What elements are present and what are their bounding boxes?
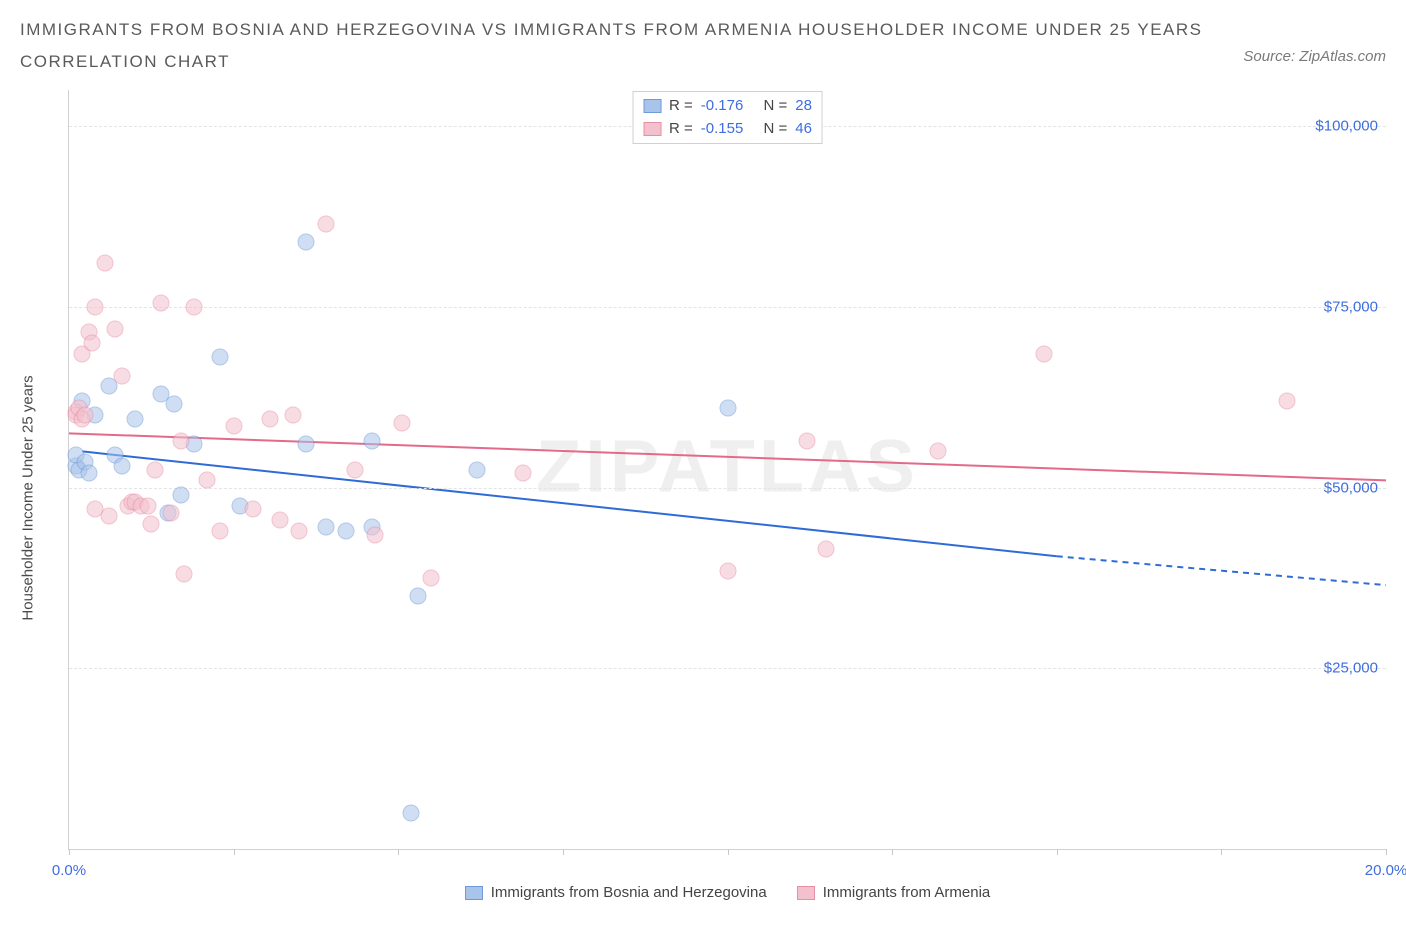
- data-point: [930, 443, 947, 460]
- data-point: [261, 410, 278, 427]
- x-tick: [1386, 849, 1387, 855]
- data-point: [100, 508, 117, 525]
- source-name: ZipAtlas.com: [1299, 48, 1386, 65]
- legend-label-bosnia: Immigrants from Bosnia and Herzegovina: [491, 884, 767, 901]
- data-point: [818, 541, 835, 558]
- legend-item-armenia: Immigrants from Armenia: [797, 884, 991, 901]
- data-point: [410, 588, 427, 605]
- data-point: [84, 335, 101, 352]
- chart-title-line-2: CORRELATION CHART: [20, 46, 1386, 78]
- n-value-armenia: 46: [795, 118, 812, 141]
- legend-label-armenia: Immigrants from Armenia: [823, 884, 991, 901]
- x-tick: [234, 849, 235, 855]
- y-tick-label: $50,000: [1324, 479, 1378, 496]
- data-point: [719, 400, 736, 417]
- data-point: [113, 457, 130, 474]
- data-point: [363, 432, 380, 449]
- source-prefix: Source:: [1243, 48, 1299, 65]
- data-point: [245, 501, 262, 518]
- legend-row: R = -0.155 N = 46: [643, 118, 812, 141]
- data-point: [97, 255, 114, 272]
- data-point: [423, 569, 440, 586]
- data-point: [298, 233, 315, 250]
- chart-container: Householder Income Under 25 years ZIPATL…: [20, 90, 1396, 905]
- data-point: [271, 512, 288, 529]
- data-point: [337, 522, 354, 539]
- x-tick-label: 20.0%: [1365, 862, 1406, 879]
- legend-row: R = -0.176 N = 28: [643, 95, 812, 118]
- chart-title-line-1: IMMIGRANTS FROM BOSNIA AND HERZEGOVINA V…: [20, 14, 1386, 46]
- trend-lines-layer: [69, 90, 1386, 849]
- data-point: [515, 465, 532, 482]
- gridline: [69, 307, 1386, 308]
- gridline: [69, 668, 1386, 669]
- n-label: N =: [764, 95, 788, 118]
- x-tick: [1057, 849, 1058, 855]
- data-point: [113, 367, 130, 384]
- x-tick: [398, 849, 399, 855]
- r-value-armenia: -0.155: [701, 118, 744, 141]
- x-tick: [563, 849, 564, 855]
- data-point: [186, 298, 203, 315]
- data-point: [298, 436, 315, 453]
- watermark: ZIPATLAS: [536, 423, 919, 508]
- data-point: [317, 519, 334, 536]
- data-point: [403, 804, 420, 821]
- legend-swatch-bosnia: [465, 886, 483, 900]
- data-point: [163, 504, 180, 521]
- legend-item-bosnia: Immigrants from Bosnia and Herzegovina: [465, 884, 767, 901]
- data-point: [107, 320, 124, 337]
- n-label: N =: [764, 118, 788, 141]
- data-point: [140, 497, 157, 514]
- data-point: [291, 522, 308, 539]
- data-point: [166, 396, 183, 413]
- data-point: [146, 461, 163, 478]
- data-point: [153, 295, 170, 312]
- data-point: [212, 522, 229, 539]
- r-value-bosnia: -0.176: [701, 95, 744, 118]
- data-point: [798, 432, 815, 449]
- plot-area: ZIPATLAS R = -0.176 N = 28 R = -0.155 N …: [68, 90, 1386, 850]
- data-point: [347, 461, 364, 478]
- data-point: [77, 407, 94, 424]
- data-point: [212, 349, 229, 366]
- data-point: [176, 566, 193, 583]
- legend-swatch-bosnia: [643, 99, 661, 113]
- data-point: [469, 461, 486, 478]
- data-point: [1279, 392, 1296, 409]
- data-point: [1035, 345, 1052, 362]
- data-point: [225, 418, 242, 435]
- x-tick: [69, 849, 70, 855]
- r-label: R =: [669, 95, 693, 118]
- data-point: [172, 486, 189, 503]
- legend-swatch-armenia: [643, 122, 661, 136]
- data-point: [126, 410, 143, 427]
- series-legend: Immigrants from Bosnia and Herzegovina I…: [69, 884, 1386, 901]
- x-tick: [728, 849, 729, 855]
- data-point: [87, 298, 104, 315]
- x-tick: [1221, 849, 1222, 855]
- source-attribution: Source: ZipAtlas.com: [1243, 48, 1386, 65]
- x-tick-label: 0.0%: [52, 862, 86, 879]
- n-value-bosnia: 28: [795, 95, 812, 118]
- data-point: [317, 215, 334, 232]
- data-point: [143, 515, 160, 532]
- x-tick: [892, 849, 893, 855]
- gridline: [69, 488, 1386, 489]
- r-label: R =: [669, 118, 693, 141]
- correlation-legend: R = -0.176 N = 28 R = -0.155 N = 46: [632, 91, 823, 144]
- data-point: [367, 526, 384, 543]
- data-point: [719, 562, 736, 579]
- legend-swatch-armenia: [797, 886, 815, 900]
- data-point: [393, 414, 410, 431]
- y-tick-label: $75,000: [1324, 298, 1378, 315]
- y-axis-label: Householder Income Under 25 years: [20, 375, 37, 620]
- data-point: [199, 472, 216, 489]
- y-tick-label: $100,000: [1315, 118, 1378, 135]
- data-point: [80, 465, 97, 482]
- data-point: [172, 432, 189, 449]
- data-point: [284, 407, 301, 424]
- y-tick-label: $25,000: [1324, 660, 1378, 677]
